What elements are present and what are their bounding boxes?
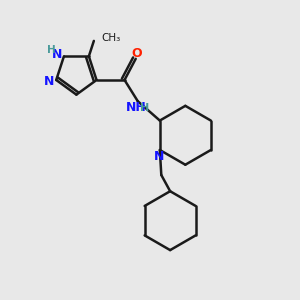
Text: O: O xyxy=(131,47,142,60)
Text: H: H xyxy=(47,45,56,55)
Text: N: N xyxy=(154,150,164,163)
Text: NH: NH xyxy=(126,101,147,114)
Text: CH₃: CH₃ xyxy=(101,33,121,43)
Text: N: N xyxy=(44,75,54,88)
Text: H: H xyxy=(140,103,149,113)
Text: N: N xyxy=(51,48,62,61)
